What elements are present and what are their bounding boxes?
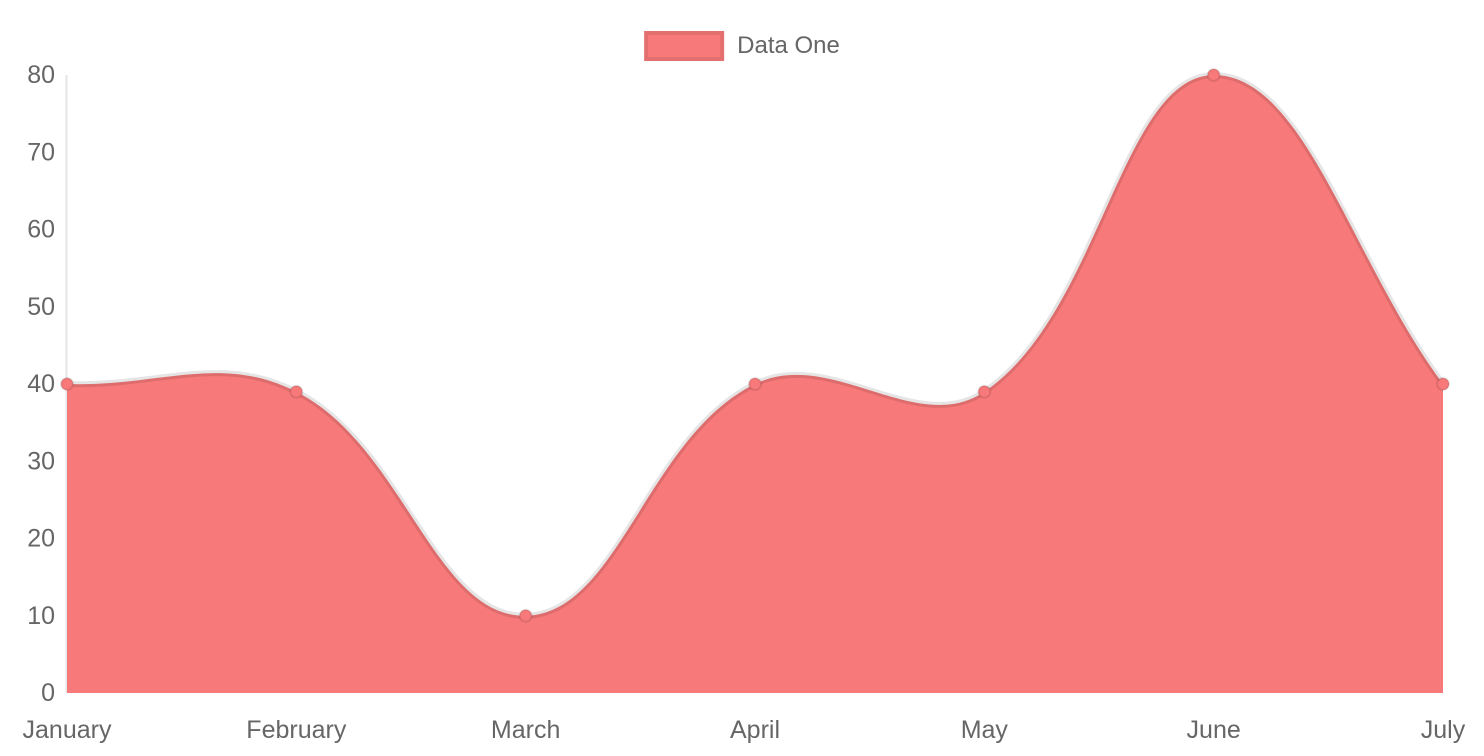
y-axis-tick-label: 20 — [27, 525, 55, 553]
chart-legend-item[interactable]: Data One — [644, 31, 840, 61]
legend-label: Data One — [737, 32, 840, 59]
y-axis-tick-label: 80 — [27, 61, 55, 89]
x-axis-tick-label: April — [730, 716, 780, 744]
y-axis-tick-label: 0 — [41, 679, 55, 707]
x-axis-tick-label: February — [246, 716, 347, 744]
x-axis-tick-label: June — [1187, 716, 1241, 744]
data-point-february[interactable] — [289, 384, 304, 399]
y-axis-tick-label: 10 — [27, 602, 55, 630]
x-axis-tick-label: May — [961, 716, 1009, 744]
data-point-june[interactable] — [1206, 68, 1221, 82]
y-axis-tick-label: 50 — [27, 293, 55, 321]
y-axis-tick-label: 40 — [27, 370, 55, 398]
y-axis-tick-label: 30 — [27, 447, 55, 475]
data-point-january[interactable] — [60, 377, 74, 391]
x-axis-tick-label: July — [1421, 716, 1466, 744]
legend-color-box-icon — [644, 31, 725, 61]
data-point-march[interactable] — [518, 608, 533, 623]
data-point-may[interactable] — [977, 384, 992, 399]
data-point-july[interactable] — [1436, 377, 1450, 391]
data-point-april[interactable] — [748, 377, 762, 391]
series-line — [64, 72, 1446, 619]
y-axis-tick-label: 70 — [27, 138, 55, 166]
x-axis-tick-label: January — [23, 716, 112, 744]
y-axis-tick-label: 60 — [27, 216, 55, 244]
x-axis-tick-label: March — [491, 716, 560, 744]
